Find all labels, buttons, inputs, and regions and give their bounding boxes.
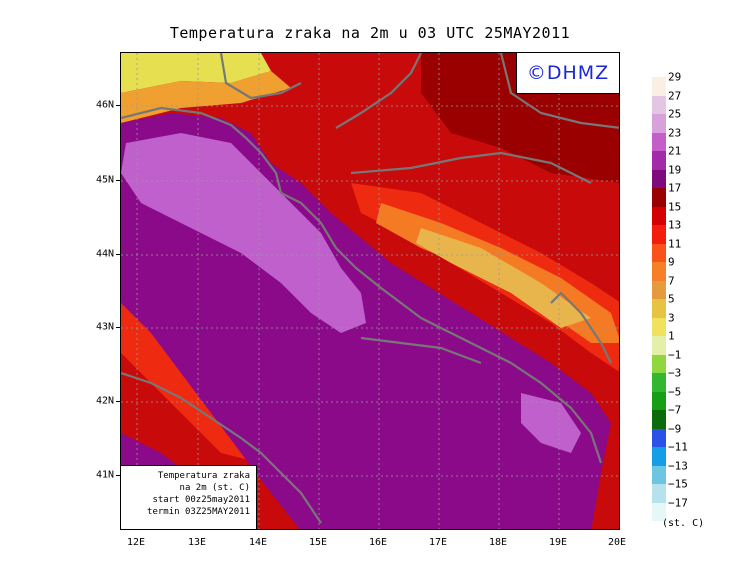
legend-label: −9 — [668, 422, 682, 435]
legend-label: 29 — [668, 70, 682, 84]
legend-label: 25 — [668, 107, 682, 121]
legend-label: 11 — [668, 237, 682, 250]
lat-label-42n: 42N — [95, 395, 114, 407]
info-box: Temperatura zraka na 2m (st. C) start 00… — [121, 465, 257, 529]
legend-label: −3 — [668, 366, 682, 380]
legend-swatch — [652, 428, 666, 447]
legend-swatch — [652, 336, 666, 355]
dhmz-logo: ©DHMZ — [516, 53, 619, 94]
lon-label-20e: 20E — [607, 537, 627, 548]
lon-label-17e: 17E — [428, 537, 448, 548]
legend-label: 17 — [668, 181, 682, 195]
legend-swatch — [652, 95, 666, 114]
lon-label-13e: 13E — [187, 537, 207, 548]
legend-swatch — [652, 502, 666, 521]
legend-swatch — [652, 77, 666, 96]
legend-label: 21 — [668, 144, 682, 158]
lon-label-16e: 16E — [368, 537, 388, 548]
lat-tick — [116, 475, 120, 476]
lat-tick — [116, 180, 120, 181]
lat-tick — [116, 105, 120, 106]
legend-label: 9 — [668, 255, 675, 269]
legend-label: −11 — [668, 440, 688, 454]
temperature-map: ©DHMZ Temperatura zraka na 2m (st. C) st… — [120, 52, 620, 530]
legend-label: 7 — [668, 274, 675, 287]
legend-units: (st. C) — [662, 518, 705, 529]
coastlines — [121, 53, 619, 524]
lat-label-41n: 41N — [95, 469, 114, 481]
alps-cool-zone — [121, 71, 291, 123]
legend-label: 19 — [668, 163, 682, 176]
legend-label: −1 — [668, 348, 682, 361]
legend-swatch — [652, 225, 666, 244]
lon-label-12e: 12E — [126, 537, 146, 548]
land-cool-zone — [416, 228, 591, 328]
legend-label: 1 — [668, 329, 675, 343]
info-line-3: start 00z25may2011 — [152, 495, 250, 505]
lat-label-46n: 46N — [95, 99, 114, 111]
map-title: Temperatura zraka na 2m u 03 UTC 25MAY20… — [169, 24, 571, 42]
lon-label-18e: 18E — [488, 537, 508, 548]
legend-swatch — [652, 354, 666, 373]
legend-label: 5 — [668, 292, 675, 306]
legend-swatch — [652, 391, 666, 410]
sea-cool-zone-south — [521, 393, 581, 453]
legend-label: 27 — [668, 89, 682, 102]
legend-swatch — [652, 206, 666, 225]
legend-label: −15 — [668, 477, 688, 491]
legend-swatch — [652, 132, 666, 151]
legend-label: 23 — [668, 126, 682, 139]
lat-label-44n: 44N — [95, 248, 114, 260]
legend-swatch — [652, 169, 666, 188]
lat-tick — [116, 327, 120, 328]
lat-tick — [116, 401, 120, 402]
legend-swatch — [652, 447, 666, 466]
legend-swatch — [652, 262, 666, 281]
alps-cold-zone — [121, 53, 271, 93]
temperature-field — [121, 53, 619, 529]
legend-label: 13 — [668, 218, 682, 232]
info-line-2: na 2m (st. C) — [179, 483, 250, 493]
legend-label: −17 — [668, 496, 688, 509]
legend-label: −13 — [668, 459, 688, 472]
lon-label-15e: 15E — [308, 537, 328, 548]
lon-label-19e: 19E — [548, 537, 568, 548]
legend-swatch — [652, 317, 666, 336]
legend-swatch — [652, 280, 666, 299]
lat-tick — [116, 254, 120, 255]
legend-label: −7 — [668, 403, 682, 417]
info-line-1: Temperatura zraka — [157, 471, 250, 481]
legend-swatch — [652, 484, 666, 503]
legend-swatch — [652, 465, 666, 484]
sea-cool-zone-north — [121, 133, 366, 333]
info-line-4: termin 03Z25MAY2011 — [147, 507, 250, 517]
legend-label: 15 — [668, 200, 682, 213]
legend-swatch — [652, 410, 666, 429]
legend-swatch — [652, 243, 666, 262]
legend-swatch — [652, 188, 666, 207]
legend-label: 3 — [668, 311, 675, 324]
lat-label-43n: 43N — [95, 321, 114, 333]
lat-label-45n: 45N — [95, 174, 114, 186]
legend-swatch — [652, 151, 666, 170]
legend-swatch — [652, 373, 666, 392]
lon-label-14e: 14E — [248, 537, 268, 548]
legend-swatch — [652, 299, 666, 318]
legend-label: −5 — [668, 385, 682, 398]
legend-swatch — [652, 114, 666, 133]
